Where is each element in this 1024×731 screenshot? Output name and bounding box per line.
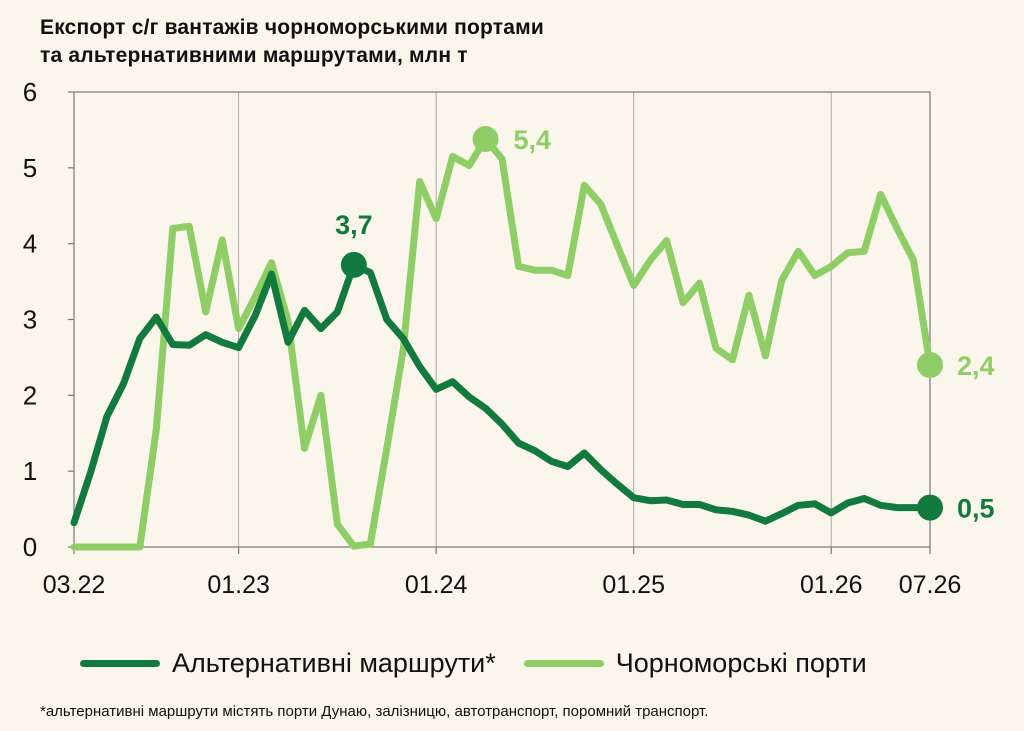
- legend-label-alternative: Альтернативні маршрути*: [172, 647, 496, 678]
- data-label-alternative: 3,7: [335, 210, 373, 240]
- chart-title-line-2: та альтернативними маршрутами, млн т: [40, 44, 468, 67]
- footnote: *альтернативні маршрути містять порти Ду…: [40, 703, 709, 720]
- line-chart: 0 1 2 3 4 5 6 03.22 01.23 01.24 01.25 01.26 07.26 3,7…: [23, 77, 995, 599]
- y-tick-label: 0: [23, 532, 37, 562]
- data-label-alternative: 0,5: [957, 494, 995, 524]
- legend: Альтернативні маршрути* Чорноморські пор…: [80, 643, 895, 683]
- x-tick-label: 01.25: [602, 571, 665, 599]
- series-line-blacksea: [70, 135, 934, 551]
- highlight-marker-blacksea: [917, 352, 943, 378]
- legend-item-blacksea: Чорноморські порти: [523, 647, 867, 679]
- x-tick-label: 01.23: [207, 571, 270, 599]
- highlight-marker-alternative: [917, 494, 943, 521]
- x-tick-label: 01.26: [800, 571, 863, 599]
- y-tick-label: 1: [23, 456, 37, 486]
- legend-label-blacksea: Чорноморські порти: [615, 647, 867, 678]
- x-tick-label: 07.26: [899, 571, 962, 599]
- legend-swatch-blacksea: [523, 659, 604, 667]
- x-tick-label: 03.22: [43, 571, 106, 599]
- chart-title-line-1: Експорт с/г вантажів чорноморськими порт…: [40, 16, 544, 39]
- y-tick-label: 2: [23, 380, 37, 410]
- legend-item-alternative: Альтернативні маршрути*: [80, 648, 496, 679]
- data-label-blacksea: 2,4: [957, 351, 995, 381]
- y-tick-label: 5: [23, 153, 37, 183]
- highlight-marker-blacksea: [472, 126, 499, 153]
- data-label-blacksea: 5,4: [514, 125, 552, 155]
- x-tick-label: 01.24: [405, 571, 468, 599]
- y-tick-label: 4: [23, 229, 37, 259]
- series-line-alternative: [70, 261, 934, 527]
- y-tick-label: 6: [23, 77, 37, 107]
- y-tick-label: 3: [23, 305, 37, 335]
- chart-title: Експорт с/г вантажів чорноморськими порт…: [40, 14, 740, 70]
- legend-swatch-alternative: [80, 659, 160, 667]
- highlight-marker-alternative: [340, 251, 367, 278]
